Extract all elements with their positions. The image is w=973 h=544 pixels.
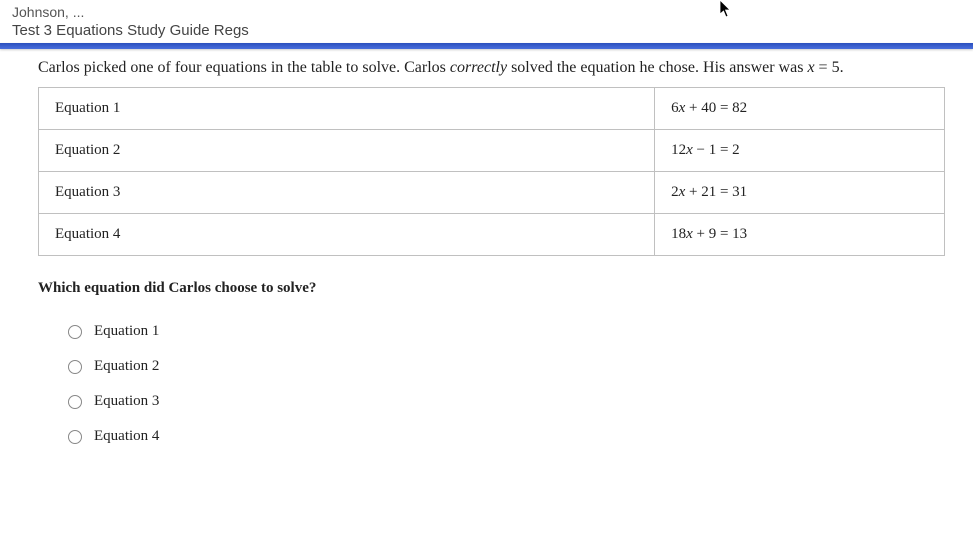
- table-row: Equation 4 18x + 9 = 13: [39, 214, 945, 256]
- header-line1: Johnson, ...: [0, 0, 973, 22]
- option-4[interactable]: Equation 4: [68, 428, 945, 445]
- option-2[interactable]: Equation 2: [68, 358, 945, 375]
- equation-cell: 12x − 1 = 2: [655, 130, 945, 172]
- question-intro: Carlos picked one of four equations in t…: [38, 59, 945, 77]
- content-area: Carlos picked one of four equations in t…: [0, 59, 973, 475]
- equation-label: Equation 3: [39, 172, 655, 214]
- options-list: Equation 1 Equation 2 Equation 3 Equatio…: [38, 323, 945, 445]
- option-label: Equation 2: [94, 358, 159, 375]
- equations-table: Equation 1 6x + 40 = 82 Equation 2 12x −…: [38, 87, 945, 256]
- sub-question: Which equation did Carlos choose to solv…: [38, 280, 945, 297]
- table-row: Equation 2 12x − 1 = 2: [39, 130, 945, 172]
- header-line2: Test 3 Equations Study Guide Regs: [0, 22, 973, 43]
- option-3[interactable]: Equation 3: [68, 393, 945, 410]
- radio-icon: [68, 360, 82, 374]
- equation-cell: 18x + 9 = 13: [655, 214, 945, 256]
- equation-cell: 6x + 40 = 82: [655, 88, 945, 130]
- equation-label: Equation 1: [39, 88, 655, 130]
- radio-icon: [68, 395, 82, 409]
- radio-icon: [68, 430, 82, 444]
- table-row: Equation 1 6x + 40 = 82: [39, 88, 945, 130]
- equation-cell: 2x + 21 = 31: [655, 172, 945, 214]
- option-1[interactable]: Equation 1: [68, 323, 945, 340]
- table-row: Equation 3 2x + 21 = 31: [39, 172, 945, 214]
- option-label: Equation 4: [94, 428, 159, 445]
- option-label: Equation 1: [94, 323, 159, 340]
- separator-bar: [0, 43, 973, 49]
- equation-label: Equation 2: [39, 130, 655, 172]
- equation-label: Equation 4: [39, 214, 655, 256]
- option-label: Equation 3: [94, 393, 159, 410]
- radio-icon: [68, 325, 82, 339]
